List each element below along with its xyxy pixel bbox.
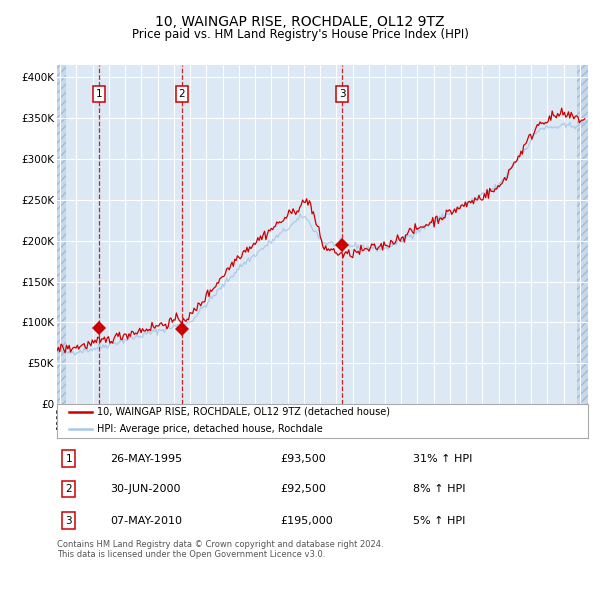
Bar (577, 65, 588, 404)
Text: 1: 1 (65, 454, 72, 464)
Text: 5% ↑ HPI: 5% ↑ HPI (413, 516, 465, 526)
Text: 10, WAINGAP RISE, ROCHDALE, OL12 9TZ: 10, WAINGAP RISE, ROCHDALE, OL12 9TZ (155, 15, 445, 30)
Text: Contains HM Land Registry data © Crown copyright and database right 2024.
This d: Contains HM Land Registry data © Crown c… (57, 540, 383, 559)
Text: 31% ↑ HPI: 31% ↑ HPI (413, 454, 472, 464)
Text: 3: 3 (65, 516, 72, 526)
Text: 1: 1 (95, 88, 102, 99)
Bar (57, 65, 66, 404)
Text: Price paid vs. HM Land Registry's House Price Index (HPI): Price paid vs. HM Land Registry's House … (131, 28, 469, 41)
Text: HPI: Average price, detached house, Rochdale: HPI: Average price, detached house, Roch… (97, 424, 323, 434)
Text: 2: 2 (179, 88, 185, 99)
Text: 30-JUN-2000: 30-JUN-2000 (110, 484, 181, 494)
Text: 26-MAY-1995: 26-MAY-1995 (110, 454, 182, 464)
Text: £92,500: £92,500 (280, 484, 326, 494)
Text: 07-MAY-2010: 07-MAY-2010 (110, 516, 182, 526)
Text: £93,500: £93,500 (280, 454, 326, 464)
Text: 8% ↑ HPI: 8% ↑ HPI (413, 484, 465, 494)
Text: 2: 2 (65, 484, 72, 494)
Text: 3: 3 (338, 88, 345, 99)
Text: 10, WAINGAP RISE, ROCHDALE, OL12 9TZ (detached house): 10, WAINGAP RISE, ROCHDALE, OL12 9TZ (de… (97, 407, 390, 417)
Text: £195,000: £195,000 (280, 516, 333, 526)
